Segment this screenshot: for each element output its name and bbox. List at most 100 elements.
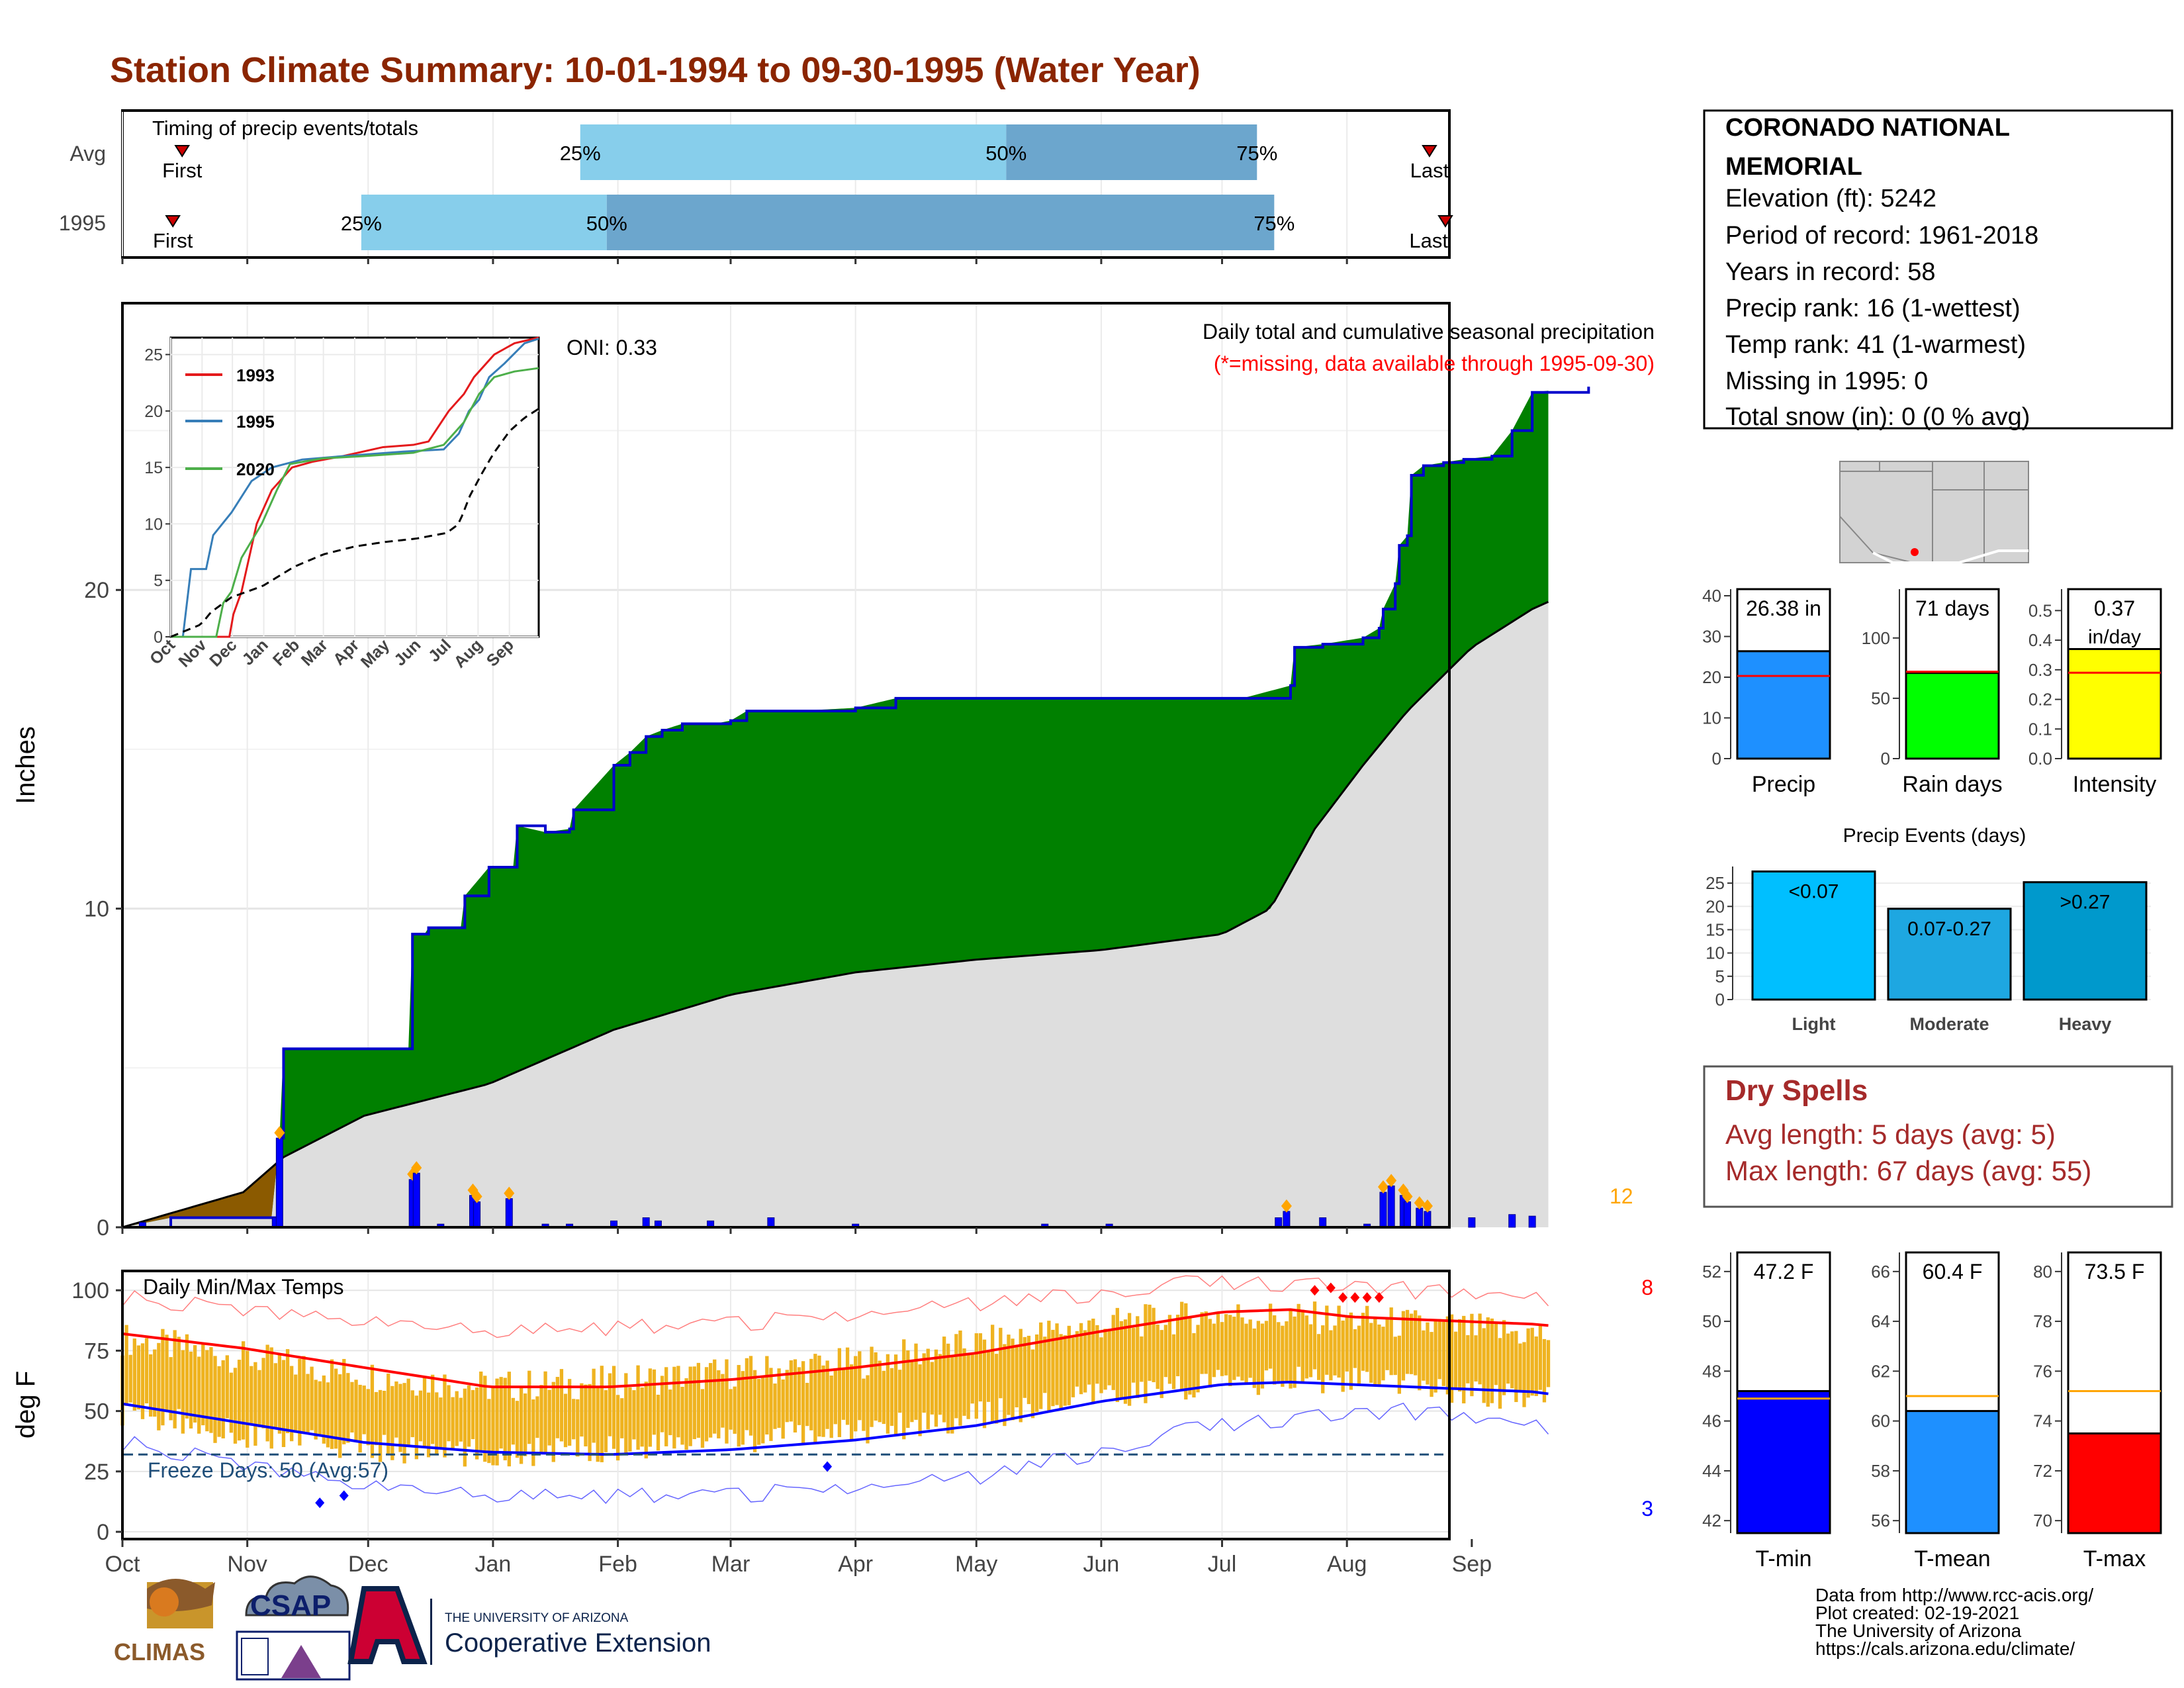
tmax-ytick-label: 80	[2033, 1262, 2052, 1282]
tmean-chart: 56 58 60 62 64 66 60.4 F T-mean	[1871, 1251, 2000, 1571]
daily-temp-range	[1011, 1338, 1015, 1421]
daily-temp-range	[1462, 1315, 1466, 1404]
last-event-marker	[1437, 215, 1453, 228]
hot-days-count: 8	[1641, 1276, 1653, 1299]
daily-temp-range	[1285, 1321, 1289, 1382]
events-ytick-label: 0	[1715, 990, 1725, 1009]
dry-spells-avg: Avg length: 5 days (avg: 5)	[1725, 1119, 2056, 1150]
daily-temp-range	[1341, 1320, 1345, 1392]
daily-temp-range	[918, 1364, 922, 1436]
timing-p25-label: 25%	[341, 212, 382, 235]
precip-total-ytick-label: 10	[1702, 708, 1721, 728]
daily-temp-range	[620, 1398, 624, 1438]
daily-temp-range	[854, 1356, 858, 1432]
daily-temp-range	[874, 1352, 878, 1421]
daily-temp-range	[737, 1365, 741, 1447]
daily-precip-marker	[1414, 1196, 1425, 1210]
daily-temp-range	[1433, 1319, 1437, 1393]
inset-legend-2020: 2020	[236, 459, 275, 479]
daily-temp-range	[237, 1360, 242, 1441]
temperature-summary-bars: 42 44 46 48 50 52 47.2 F T-min 56 58 60 62 64 66 60.4 …	[1702, 1251, 2162, 1571]
daily-temp-range	[1381, 1327, 1385, 1381]
precip-count: 12	[1610, 1184, 1633, 1208]
daily-temp-range	[1393, 1336, 1397, 1376]
daily-temp-range	[342, 1358, 346, 1444]
daily-temp-range	[515, 1401, 520, 1458]
daily-temp-range	[1542, 1338, 1547, 1403]
daily-temp-range	[1047, 1321, 1051, 1411]
daily-temp-range	[1312, 1301, 1317, 1370]
daily-temp-range	[1144, 1304, 1148, 1403]
daily-temp-range	[1304, 1315, 1309, 1379]
daily-temp-range	[519, 1385, 523, 1464]
daily-temp-range	[789, 1360, 794, 1422]
intensity-ytick-label: 0.0	[2028, 749, 2052, 769]
daily-temp-range	[600, 1366, 604, 1462]
daily-temp-range	[467, 1385, 471, 1447]
daily-temp-range	[422, 1377, 427, 1446]
daily-temp-range	[1039, 1322, 1043, 1409]
record-high-marker	[1338, 1292, 1348, 1303]
daily-temp-range	[559, 1369, 564, 1442]
tmean-ytick-label: 62	[1871, 1361, 1890, 1381]
temp-ytick-label: 50	[84, 1399, 109, 1425]
daily-temp-range	[672, 1366, 676, 1449]
events-ytick-label: 25	[1706, 873, 1725, 893]
daily-temp-range	[1526, 1328, 1530, 1398]
daily-temp-range	[435, 1392, 439, 1454]
daily-temp-range	[1300, 1309, 1304, 1382]
page-title: Station Climate Summary: 10-01-1994 to 0…	[110, 50, 1201, 90]
daily-temp-range	[1023, 1336, 1027, 1398]
daily-temp-range	[805, 1383, 809, 1427]
daily-temp-range	[387, 1374, 390, 1455]
precip-total-chart: 0 10 20 30 40 26.38 in Precip	[1702, 586, 1831, 797]
daily-temp-range	[261, 1358, 265, 1429]
daily-temp-range	[1297, 1303, 1300, 1367]
temp-ytick-label: 0	[97, 1520, 109, 1545]
intensity-ytick-label: 0.1	[2028, 719, 2052, 739]
temperature-panel: 0 25 50 75 100 deg F Daily Min/Max Temps Fre…	[11, 1270, 1653, 1545]
daily-temp-range	[1111, 1315, 1115, 1390]
month-label-jun: Jun	[1083, 1552, 1120, 1577]
month-label-jan: Jan	[475, 1552, 512, 1577]
daily-temp-range	[906, 1350, 910, 1429]
daily-temp-range	[889, 1368, 894, 1426]
month-label-nov: Nov	[227, 1552, 267, 1577]
daily-temp-range	[144, 1338, 149, 1404]
average-cumulative-line	[122, 600, 1549, 1229]
daily-precip-marker	[1281, 1199, 1292, 1213]
inset-ytick-label: 25	[144, 346, 163, 365]
daily-temp-range	[1196, 1325, 1200, 1393]
daily-temp-range	[902, 1339, 906, 1440]
daily-temp-range	[132, 1338, 136, 1411]
daily-temp-range	[765, 1356, 769, 1435]
daily-temp-range	[1119, 1321, 1124, 1400]
daily-temp-range	[813, 1354, 817, 1444]
daily-temp-range	[1095, 1325, 1099, 1384]
daily-temp-range	[410, 1390, 414, 1438]
daily-temp-range	[910, 1360, 914, 1423]
daily-precip-marker	[274, 1126, 285, 1140]
daily-temp-range	[821, 1365, 825, 1437]
intensity-bar	[2067, 648, 2162, 760]
daily-temp-range	[366, 1389, 370, 1446]
timing-bar-25-50	[580, 124, 1007, 180]
daily-temp-range	[1007, 1335, 1011, 1415]
record-low-marker	[315, 1497, 325, 1509]
daily-temp-range	[922, 1353, 926, 1413]
tmax-ytick-label: 76	[2033, 1361, 2052, 1381]
daily-temp-range	[1220, 1322, 1224, 1376]
events-category-label: Heavy	[2059, 1014, 2112, 1034]
daily-temp-range	[1514, 1331, 1518, 1403]
daily-temp-range	[934, 1349, 938, 1427]
precip-heading: Daily total and cumulative seasonal prec…	[1203, 320, 1655, 344]
daily-temp-range	[757, 1379, 761, 1445]
daily-temp-range	[1337, 1305, 1341, 1378]
daily-temp-range	[1099, 1337, 1103, 1393]
daily-temp-range	[741, 1371, 745, 1445]
daily-temp-range	[459, 1397, 463, 1442]
daily-temp-range	[431, 1374, 435, 1444]
daily-temp-range	[624, 1373, 628, 1455]
daily-temp-range	[1132, 1327, 1136, 1383]
